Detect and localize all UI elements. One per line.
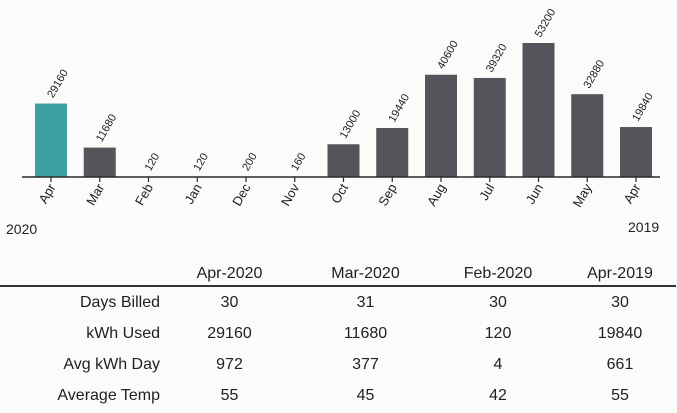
data-label: 11680	[94, 112, 119, 144]
bar-apr-12	[620, 127, 652, 177]
usage-bar-chart: 29160 11680 120 120 200 160 13000 19440 40600 393…	[22, 7, 660, 210]
data-label: 29160	[45, 68, 71, 100]
row-label: Avg kWh Day	[63, 355, 160, 373]
x-tick-label: Jul	[476, 181, 497, 203]
x-tick-label: Aug	[424, 181, 449, 209]
x-tick-label: May	[570, 181, 596, 210]
year-label-end: 2019	[628, 219, 660, 235]
x-tick-label: Sep	[375, 181, 400, 209]
x-tick-label: Jun	[523, 181, 546, 207]
table-cell: 4	[493, 355, 503, 373]
bar-may-11	[571, 94, 604, 177]
year-label-start: 2020	[6, 221, 38, 237]
table-cell: 55	[220, 386, 239, 404]
row-label: Average Temp	[57, 386, 160, 404]
x-tick-label: Oct	[328, 181, 351, 206]
table-cell: 972	[216, 355, 243, 373]
x-ticks	[50, 177, 637, 182]
table-row: Average Temp 55 45 42 55	[0, 380, 676, 411]
x-tick-label: Dec	[229, 181, 254, 209]
data-label: 53200	[533, 7, 559, 39]
table-cell: 29160	[207, 324, 252, 342]
data-label: 39320	[484, 42, 510, 74]
table-cell: 120	[484, 324, 512, 342]
table-cell: 30	[160, 285, 299, 318]
table-cell: 30	[432, 285, 564, 318]
column-header: Apr-2020	[196, 265, 263, 282]
bar-aug-8	[425, 74, 457, 177]
data-label: 160	[289, 151, 309, 173]
table-cell: 661	[606, 355, 634, 373]
x-tick-label: Apr	[35, 180, 58, 206]
table-cell: 31	[299, 285, 432, 318]
bar-mar-1	[83, 147, 116, 177]
table-header-row: Apr-2020 Mar-2020 Feb-2020 Apr-2019	[0, 255, 676, 286]
table-cell: 377	[352, 355, 379, 373]
column-header: Mar-2020	[331, 265, 400, 282]
data-label: 120	[143, 151, 163, 173]
data-label: 13000	[338, 108, 364, 140]
x-tick-label: Feb	[132, 181, 156, 208]
bar-oct-6	[327, 144, 360, 177]
table-cell: 19840	[597, 324, 643, 342]
column-header: Apr-2019	[587, 265, 653, 282]
x-tick-labels: Apr Mar Feb Jan Dec Nov Oct Sep Aug Jul Jun May Apr	[35, 180, 643, 209]
x-tick-label: Mar	[83, 180, 108, 207]
table-cell: 55	[611, 386, 629, 404]
x-tick-label: Jan	[181, 181, 204, 207]
table-cell: 42	[489, 386, 507, 404]
table-cell: 11680	[343, 324, 388, 342]
table-row: Avg kWh Day 972 377 4 661	[0, 349, 676, 380]
table-row: kWh Used 29160 11680 120 19840	[0, 318, 676, 349]
x-tick-label: Apr	[620, 180, 643, 206]
data-label: 32880	[581, 58, 607, 90]
table-row: Days Billed 30 31 30 30	[0, 285, 676, 318]
data-label: 40600	[435, 39, 461, 71]
data-label: 19440	[386, 92, 412, 124]
bars	[35, 43, 652, 177]
bar-jun-10	[522, 43, 555, 177]
billing-summary-table: Apr-2020 Mar-2020 Feb-2020 Apr-2019 Days…	[0, 255, 676, 411]
bar-apr-0	[35, 103, 67, 177]
row-label: kWh Used	[86, 324, 160, 342]
table-cell: 45	[356, 386, 375, 404]
header-blank	[0, 255, 160, 286]
column-header: Feb-2020	[463, 265, 533, 282]
data-label: 19840	[630, 91, 656, 123]
data-label: 200	[240, 151, 260, 173]
bar-sep-7	[376, 128, 409, 177]
x-tick-label: Nov	[278, 181, 303, 209]
row-label: Days Billed	[0, 285, 160, 318]
data-label: 120	[191, 151, 211, 173]
bar-jul-9	[473, 77, 506, 177]
table-cell: 30	[564, 285, 676, 318]
